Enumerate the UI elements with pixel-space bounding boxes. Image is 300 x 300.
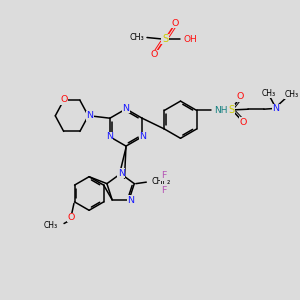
Text: N: N — [272, 104, 279, 113]
Text: O: O — [67, 213, 75, 222]
Text: O: O — [172, 19, 179, 28]
Text: CH₃: CH₃ — [262, 88, 276, 98]
Text: S: S — [229, 105, 235, 115]
Text: O: O — [60, 95, 68, 104]
Text: CH₃: CH₃ — [44, 221, 58, 230]
Text: CHF₂: CHF₂ — [152, 177, 171, 186]
Text: F: F — [161, 186, 166, 195]
Text: N: N — [122, 104, 130, 113]
Text: N: N — [127, 196, 134, 205]
Text: NH: NH — [214, 106, 227, 115]
Text: OH: OH — [183, 34, 197, 43]
Text: N: N — [139, 132, 146, 141]
Text: O: O — [239, 118, 247, 127]
Text: S: S — [162, 34, 168, 44]
Text: N: N — [86, 111, 93, 120]
Text: N: N — [106, 132, 113, 141]
Text: O: O — [151, 50, 158, 59]
Text: N: N — [118, 169, 125, 178]
Text: CH₃: CH₃ — [129, 33, 144, 42]
Text: CH₃: CH₃ — [284, 90, 298, 99]
Text: F: F — [161, 171, 166, 180]
Text: O: O — [236, 92, 244, 101]
